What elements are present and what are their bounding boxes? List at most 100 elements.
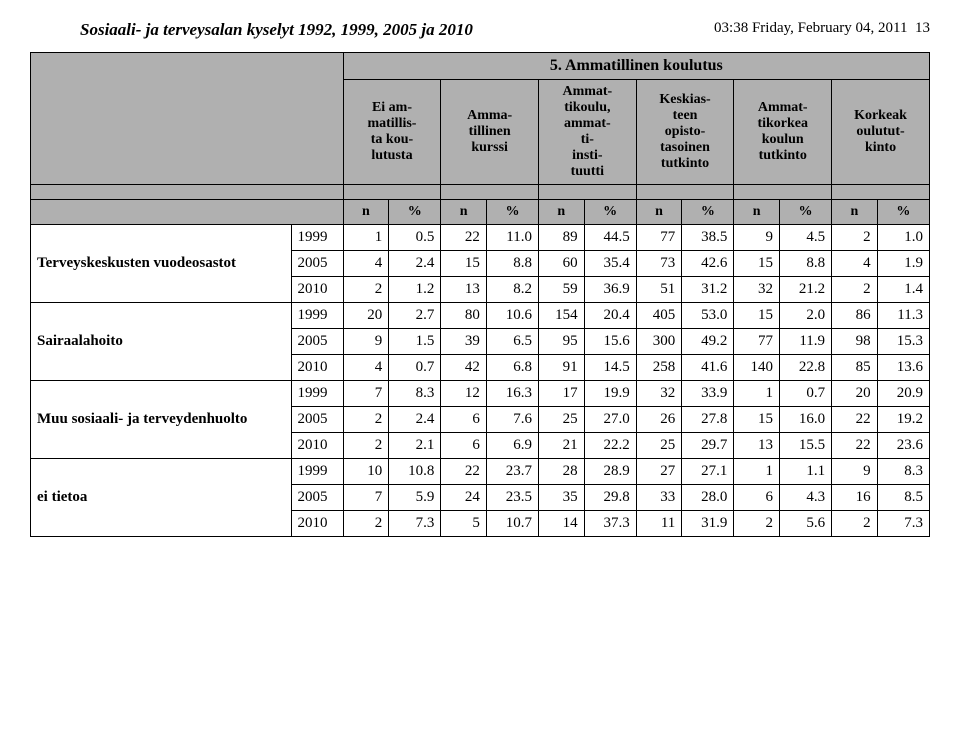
page-title: Sosiaali- ja terveysalan kyselyt 1992, 1…	[30, 20, 473, 40]
data-cell: 14	[539, 511, 585, 537]
data-cell: 60	[539, 251, 585, 277]
data-cell: 1.9	[877, 251, 929, 277]
data-cell: 15	[441, 251, 487, 277]
col-header-3: Keskias-teenopisto-tasoinentutkinto	[636, 80, 734, 185]
sub-header-10: n	[832, 200, 878, 225]
data-cell: 5.9	[389, 485, 441, 511]
data-cell: 51	[636, 277, 682, 303]
data-cell: 19.2	[877, 407, 929, 433]
sub-header-5: %	[584, 200, 636, 225]
col-header-0: Ei am-matillis-ta kou-lutusta	[343, 80, 441, 185]
sub-header-11: %	[877, 200, 929, 225]
data-cell: 23.6	[877, 433, 929, 459]
data-cell: 11.9	[779, 329, 831, 355]
year-cell: 2010	[291, 355, 343, 381]
data-cell: 10.6	[486, 303, 538, 329]
data-cell: 2	[343, 407, 389, 433]
data-cell: 13	[734, 433, 780, 459]
row-group-label: Sairaalahoito	[31, 303, 292, 381]
data-cell: 4.5	[779, 225, 831, 251]
corner-cell	[31, 53, 344, 185]
page-timestamp: 03:38 Friday, February 04, 2011 13	[714, 20, 930, 37]
col-header-2: Ammat-tikoulu,ammat-ti-insti-tuutti	[539, 80, 637, 185]
data-cell: 13.6	[877, 355, 929, 381]
data-cell: 22	[441, 225, 487, 251]
year-cell: 2005	[291, 329, 343, 355]
data-cell: 15	[734, 251, 780, 277]
data-cell: 16.3	[486, 381, 538, 407]
data-cell: 17	[539, 381, 585, 407]
year-cell: 2010	[291, 433, 343, 459]
data-cell: 91	[539, 355, 585, 381]
row-group-label: Terveyskeskusten vuodeosastot	[31, 225, 292, 303]
data-cell: 14.5	[584, 355, 636, 381]
data-cell: 10.7	[486, 511, 538, 537]
table-row: ei tietoa19991010.82223.72828.92727.111.…	[31, 459, 930, 485]
data-cell: 2.4	[389, 407, 441, 433]
data-cell: 15.3	[877, 329, 929, 355]
data-cell: 7.3	[389, 511, 441, 537]
col-header-5: Korkeakoulutut-kinto	[832, 80, 930, 185]
data-cell: 25	[539, 407, 585, 433]
page-number: 13	[915, 20, 930, 36]
data-cell: 22	[441, 459, 487, 485]
data-cell: 2.4	[389, 251, 441, 277]
sub-header-8: n	[734, 200, 780, 225]
data-cell: 2	[832, 511, 878, 537]
data-table: 5. Ammatillinen koulutus Ei am-matillis-…	[30, 52, 930, 537]
sub-header-7: %	[682, 200, 734, 225]
data-cell: 15	[734, 303, 780, 329]
row-group-label: Muu sosiaali- ja terveydenhuolto	[31, 381, 292, 459]
data-cell: 20	[832, 381, 878, 407]
year-cell: 2005	[291, 251, 343, 277]
data-cell: 26	[636, 407, 682, 433]
data-cell: 2	[832, 225, 878, 251]
data-cell: 20	[343, 303, 389, 329]
spacer-row	[31, 185, 930, 200]
data-cell: 59	[539, 277, 585, 303]
data-cell: 10	[343, 459, 389, 485]
corner-cell-2	[31, 200, 344, 225]
year-cell: 2005	[291, 485, 343, 511]
data-cell: 95	[539, 329, 585, 355]
data-cell: 44.5	[584, 225, 636, 251]
data-cell: 89	[539, 225, 585, 251]
data-cell: 6.9	[486, 433, 538, 459]
data-cell: 300	[636, 329, 682, 355]
data-cell: 258	[636, 355, 682, 381]
year-cell: 2010	[291, 511, 343, 537]
data-cell: 22.8	[779, 355, 831, 381]
data-cell: 4	[832, 251, 878, 277]
data-cell: 6	[441, 433, 487, 459]
data-cell: 1.1	[779, 459, 831, 485]
data-cell: 0.7	[779, 381, 831, 407]
data-cell: 31.2	[682, 277, 734, 303]
data-cell: 0.5	[389, 225, 441, 251]
data-cell: 22.2	[584, 433, 636, 459]
data-cell: 15.5	[779, 433, 831, 459]
data-cell: 15.6	[584, 329, 636, 355]
col-header-1: Amma-tillinenkurssi	[441, 80, 539, 185]
data-cell: 42	[441, 355, 487, 381]
data-cell: 7.6	[486, 407, 538, 433]
data-cell: 8.5	[877, 485, 929, 511]
data-cell: 405	[636, 303, 682, 329]
data-cell: 33.9	[682, 381, 734, 407]
data-cell: 37.3	[584, 511, 636, 537]
year-cell: 1999	[291, 381, 343, 407]
year-cell: 2005	[291, 407, 343, 433]
sub-header-9: %	[779, 200, 831, 225]
data-cell: 0.7	[389, 355, 441, 381]
sub-header-row: n % n % n % n % n % n %	[31, 200, 930, 225]
data-cell: 49.2	[682, 329, 734, 355]
data-cell: 11.3	[877, 303, 929, 329]
super-header-row: 5. Ammatillinen koulutus	[31, 53, 930, 80]
data-cell: 32	[734, 277, 780, 303]
data-cell: 6	[441, 407, 487, 433]
data-cell: 42.6	[682, 251, 734, 277]
data-cell: 4	[343, 355, 389, 381]
data-cell: 1	[734, 459, 780, 485]
sub-header-6: n	[636, 200, 682, 225]
table-row: Terveyskeskusten vuodeosastot199910.5221…	[31, 225, 930, 251]
data-cell: 7.3	[877, 511, 929, 537]
